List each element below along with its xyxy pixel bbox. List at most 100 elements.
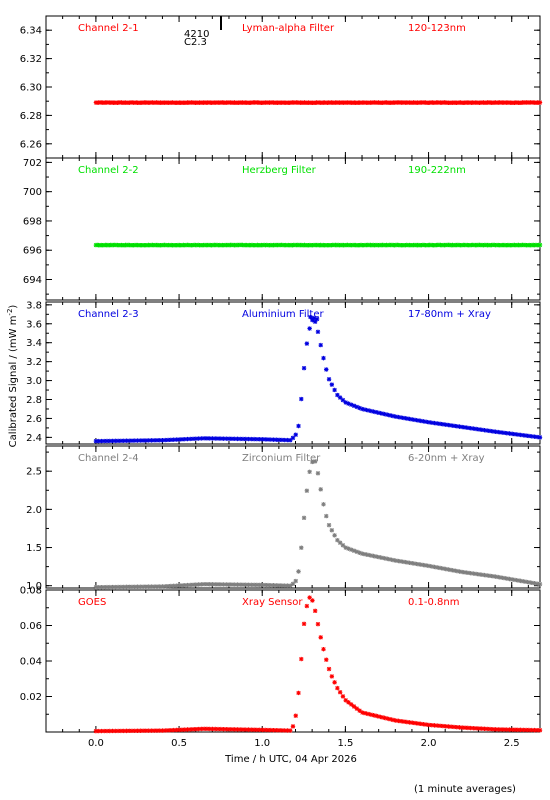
data-point [435,421,440,426]
data-point [368,712,373,717]
data-point [385,412,390,417]
data-point [104,584,110,590]
data-point [493,727,498,732]
data-point [360,406,365,412]
data-point [104,438,110,444]
data-point [418,418,423,424]
data-point [157,728,162,733]
data-point [321,502,326,507]
data-point [399,719,404,724]
data-point [196,582,201,587]
data-point [521,433,526,438]
data-point [229,727,235,732]
data-point [496,727,501,732]
data-point [127,438,132,443]
data-point [440,723,446,729]
data-point [374,554,379,559]
data-point [140,584,146,589]
data-point [482,726,487,731]
data-point [415,418,421,423]
data-point [532,581,537,586]
data-point [379,411,384,416]
data-point [160,584,165,589]
data-point [307,326,312,331]
data-point [537,581,543,587]
data-point [510,577,515,582]
data-point [93,438,99,444]
data-point [221,436,226,441]
data-point [515,727,520,732]
data-point [210,726,215,732]
data-point [285,437,290,443]
data-point [218,582,224,587]
data-point [99,728,104,734]
data-point [507,727,512,732]
y-tick-label: 698 [23,216,42,227]
data-point [379,555,384,560]
data-point [93,585,99,590]
data-point [257,437,262,442]
data-point [118,438,124,444]
data-point [174,727,179,733]
y-tick-label: 3.0 [26,376,42,387]
data-point [518,727,523,733]
data-point [460,569,465,575]
data-point [523,433,529,438]
data-point [110,584,115,590]
data-point [96,728,101,734]
y-tick-label: 6.26 [20,139,42,150]
data-point [151,728,157,733]
data-point [487,726,493,732]
data-point [346,546,351,551]
data-point [115,438,121,444]
data-point [324,657,329,662]
data-point [504,430,509,436]
x-axis-title: Time / h UTC, 04 Apr 2026 [224,754,357,765]
data-point [299,396,304,402]
data-point [421,419,426,424]
data-point [107,438,112,444]
data-point [423,419,429,425]
data-point [418,562,423,567]
data-point [371,553,376,559]
data-point [254,727,260,732]
data-point [390,717,396,723]
data-point [523,579,529,585]
data-point [501,727,507,732]
y-axis-title-sup: -2 [6,309,14,316]
data-point [179,727,185,732]
data-point [526,727,532,733]
data-point [496,429,501,435]
data-point [215,726,221,732]
data-point [201,436,207,441]
data-point [457,424,462,429]
data-point [476,572,482,577]
data-point [465,570,471,575]
data-point [307,469,312,475]
data-point [315,329,321,335]
y-tick-label: 3.4 [26,338,42,349]
data-point [490,429,496,434]
panel-frame [45,445,541,589]
filter-label: Aluminium Filter [242,309,325,320]
data-point [315,471,321,476]
data-point [415,561,421,567]
data-point [312,319,318,324]
data-point [304,603,310,609]
data-point [479,726,484,731]
data-point [265,727,271,733]
data-point [332,533,337,538]
data-point [207,436,212,441]
data-point [487,428,493,434]
data-point [318,342,323,348]
data-point [218,726,224,732]
data-point [238,582,243,587]
data-point [396,718,401,724]
data-point [498,430,504,435]
series-points [93,100,543,106]
data-point [149,728,154,733]
channel-label: Channel 2-2 [78,165,139,176]
data-point [238,436,243,442]
data-point [423,722,429,727]
data-point [226,727,232,732]
